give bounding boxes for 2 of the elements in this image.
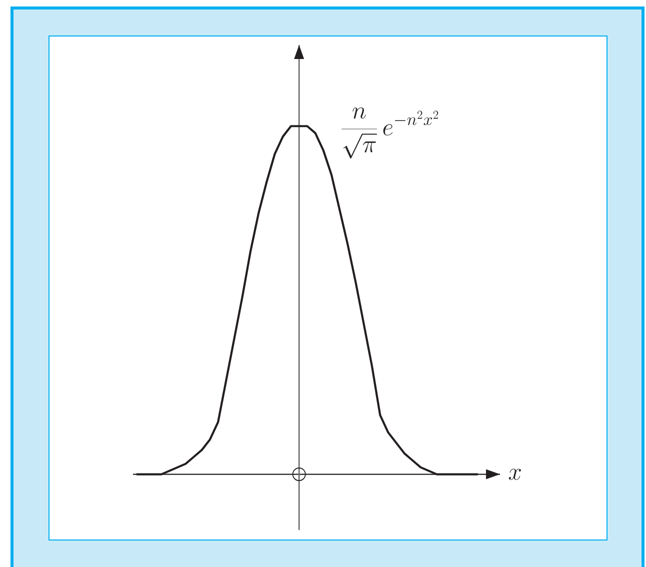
series-label: $\frac{n}{\sqrt{\pi}}\, e^{-n^2x^2}$	[342, 107, 438, 158]
x-axis-title: $x$	[508, 468, 521, 480]
